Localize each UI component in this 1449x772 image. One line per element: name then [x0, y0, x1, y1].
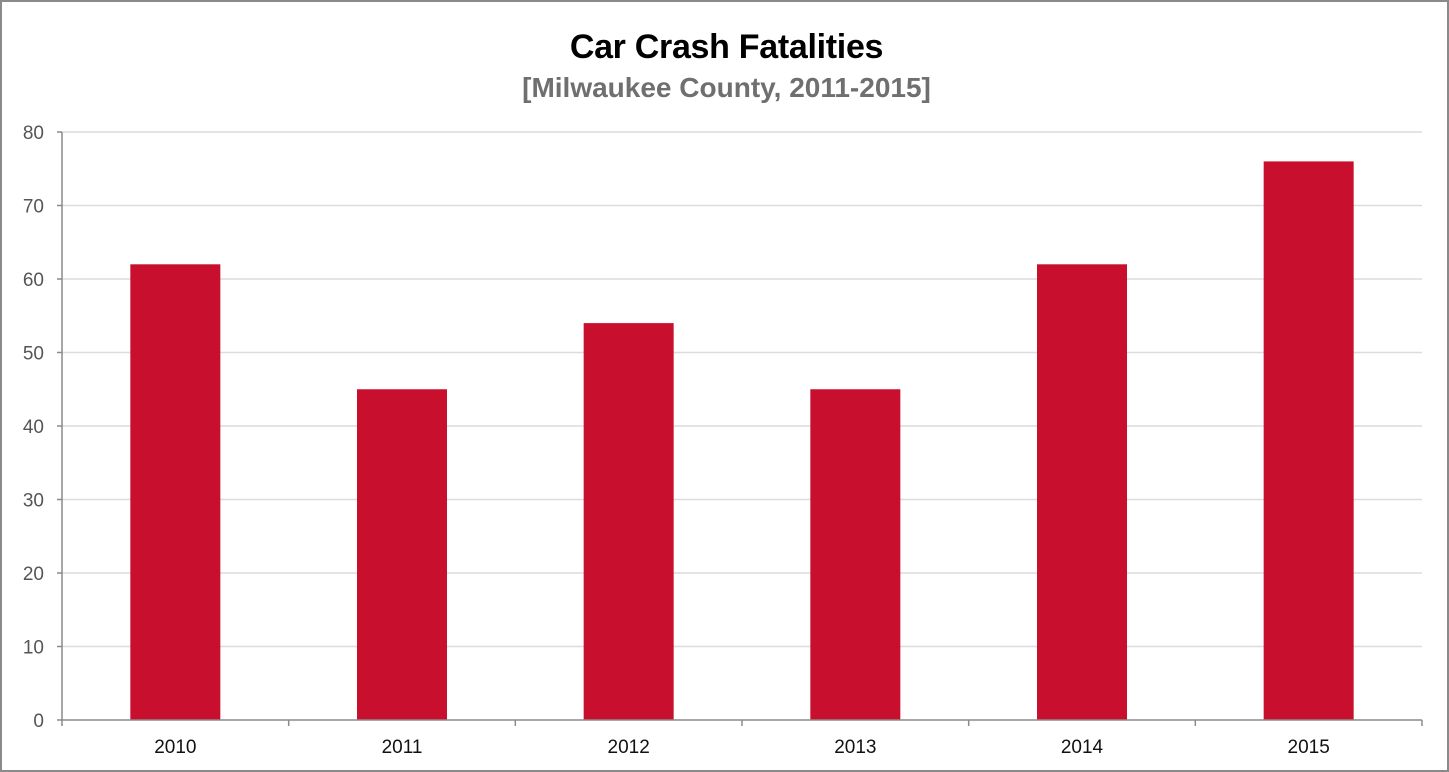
axes [57, 131, 1423, 726]
bars [130, 161, 1354, 720]
x-tick-label: 2012 [608, 737, 650, 758]
bar-2015 [1263, 161, 1354, 720]
y-tick-label: 50 [23, 344, 44, 365]
bar-2014 [1037, 264, 1127, 720]
chart-subtitle: [Milwaukee County, 2011-2015] [522, 72, 931, 103]
x-tick-label: 2015 [1288, 737, 1330, 758]
y-tick-label: 40 [23, 417, 44, 438]
bar-2012 [583, 323, 674, 720]
y-tick-label: 80 [23, 123, 44, 144]
x-tick-label: 2011 [382, 737, 423, 758]
x-tick-label: 2014 [1061, 737, 1104, 758]
bar-2010 [130, 264, 221, 720]
y-tick-label: 30 [23, 491, 44, 512]
y-tick-label: 60 [23, 270, 44, 291]
bar-2011 [357, 389, 447, 720]
x-tick-label: 2010 [154, 737, 196, 758]
y-tick-label: 0 [33, 711, 44, 732]
grid-lines [62, 131, 1422, 648]
tick-labels: 0 10 20 30 40 50 60 70 80 2010 2011 2012 2013 2014 201… [23, 123, 1330, 758]
x-tick-label: 2013 [834, 737, 876, 758]
y-tick-label: 10 [23, 638, 44, 659]
bar-2013 [810, 389, 901, 720]
chart-title: Car Crash Fatalities [569, 28, 884, 66]
y-tick-label: 70 [23, 197, 44, 218]
y-tick-label: 20 [23, 564, 44, 585]
